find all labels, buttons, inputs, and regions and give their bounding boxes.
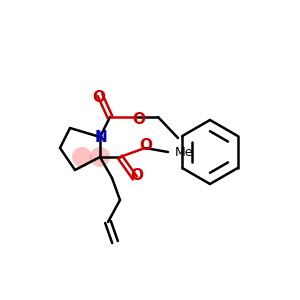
Text: O: O [140, 139, 152, 154]
Text: O: O [92, 89, 106, 104]
Circle shape [90, 147, 110, 167]
Text: N: N [94, 130, 107, 145]
Text: O: O [133, 112, 146, 127]
Circle shape [72, 147, 92, 167]
Text: O: O [130, 169, 143, 184]
Text: Me: Me [175, 146, 194, 158]
